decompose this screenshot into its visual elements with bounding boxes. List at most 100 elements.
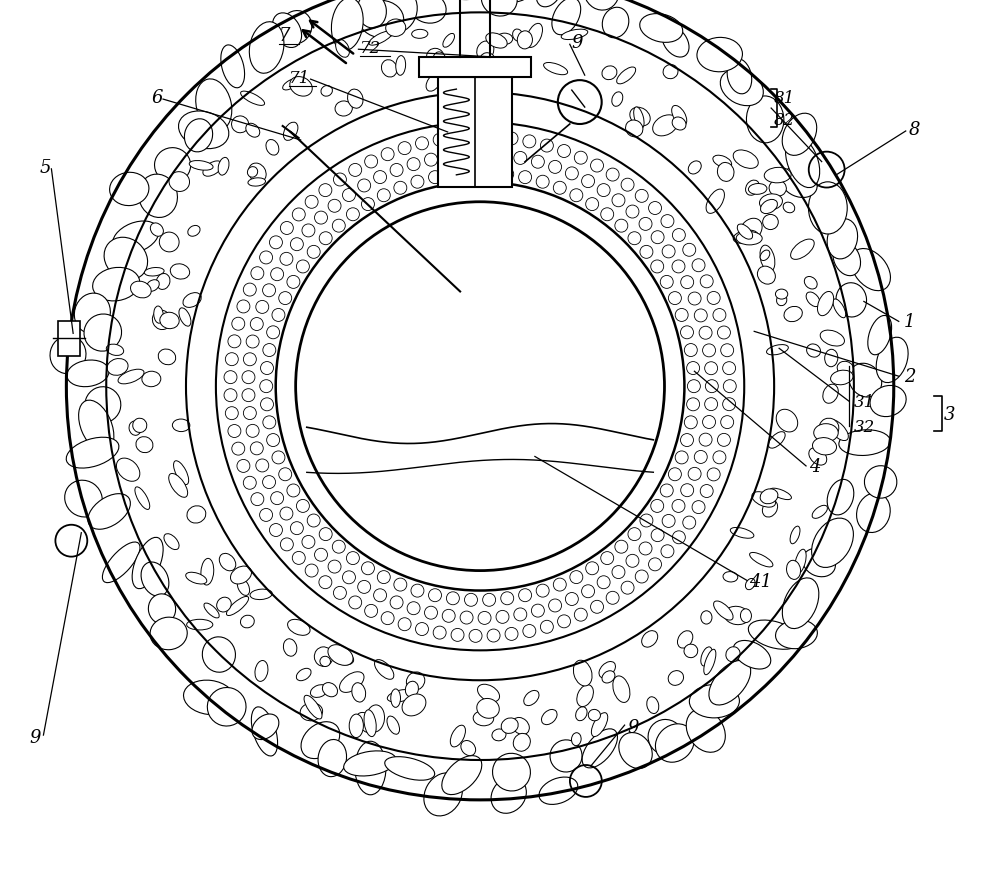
Circle shape [586, 198, 599, 212]
Circle shape [483, 594, 496, 607]
Circle shape [553, 579, 566, 591]
Text: 5: 5 [39, 159, 51, 176]
Ellipse shape [352, 683, 366, 703]
Circle shape [460, 149, 473, 162]
Circle shape [703, 416, 716, 429]
Ellipse shape [752, 492, 775, 508]
Circle shape [681, 276, 694, 290]
Circle shape [250, 442, 263, 455]
Ellipse shape [760, 251, 770, 261]
Ellipse shape [322, 683, 338, 697]
Circle shape [429, 589, 441, 602]
Ellipse shape [314, 647, 333, 666]
Ellipse shape [331, 651, 354, 665]
Circle shape [478, 611, 491, 625]
Ellipse shape [544, 64, 568, 75]
Circle shape [505, 627, 518, 641]
Circle shape [699, 433, 712, 447]
Ellipse shape [183, 293, 201, 308]
Circle shape [381, 612, 394, 625]
Ellipse shape [812, 506, 827, 519]
Ellipse shape [248, 179, 266, 187]
Ellipse shape [760, 245, 775, 272]
Circle shape [681, 326, 693, 339]
Ellipse shape [782, 579, 819, 629]
Circle shape [416, 623, 428, 636]
Ellipse shape [184, 680, 235, 715]
Circle shape [591, 159, 604, 173]
Ellipse shape [493, 753, 530, 791]
Text: 6: 6 [151, 89, 163, 107]
Circle shape [606, 169, 619, 182]
Ellipse shape [154, 307, 163, 323]
Circle shape [333, 587, 346, 600]
Ellipse shape [357, 0, 386, 29]
Circle shape [319, 232, 332, 245]
Ellipse shape [426, 74, 441, 92]
Ellipse shape [396, 57, 406, 76]
Ellipse shape [450, 726, 465, 747]
Ellipse shape [380, 0, 417, 34]
Ellipse shape [304, 696, 322, 719]
Circle shape [398, 618, 411, 631]
Ellipse shape [387, 689, 414, 703]
Ellipse shape [501, 719, 518, 734]
Ellipse shape [782, 114, 817, 156]
Ellipse shape [626, 120, 643, 137]
Text: 81: 81 [774, 89, 795, 106]
Text: 2: 2 [904, 368, 915, 385]
Ellipse shape [868, 316, 892, 355]
Circle shape [237, 300, 250, 314]
Ellipse shape [827, 220, 858, 260]
Ellipse shape [783, 203, 795, 214]
Ellipse shape [746, 181, 759, 196]
Circle shape [287, 276, 300, 289]
Circle shape [549, 161, 562, 175]
Ellipse shape [777, 295, 787, 307]
Ellipse shape [784, 307, 802, 323]
Ellipse shape [634, 108, 644, 129]
Circle shape [242, 389, 255, 402]
Circle shape [319, 576, 332, 589]
Circle shape [263, 344, 276, 357]
Ellipse shape [411, 699, 425, 711]
Ellipse shape [155, 149, 191, 183]
Circle shape [717, 327, 730, 339]
Circle shape [660, 485, 673, 497]
Circle shape [374, 589, 387, 602]
Circle shape [628, 232, 641, 245]
Ellipse shape [250, 589, 272, 600]
Ellipse shape [328, 645, 353, 665]
Bar [58, 322, 80, 356]
Ellipse shape [150, 223, 163, 237]
Ellipse shape [642, 631, 658, 648]
Ellipse shape [189, 161, 213, 171]
Ellipse shape [760, 489, 778, 504]
Circle shape [287, 485, 300, 497]
Circle shape [694, 451, 707, 464]
Ellipse shape [132, 538, 163, 589]
Circle shape [305, 564, 318, 578]
Circle shape [640, 246, 653, 259]
Circle shape [553, 183, 566, 195]
Ellipse shape [318, 740, 347, 777]
Circle shape [574, 609, 587, 621]
Ellipse shape [640, 14, 683, 43]
Text: 3: 3 [944, 406, 955, 424]
Ellipse shape [812, 518, 853, 568]
Ellipse shape [727, 59, 752, 95]
Circle shape [703, 345, 716, 357]
Circle shape [429, 172, 441, 184]
Circle shape [394, 183, 407, 195]
Circle shape [292, 552, 305, 564]
Ellipse shape [113, 222, 159, 254]
Ellipse shape [809, 448, 827, 465]
Circle shape [523, 625, 536, 638]
Text: 31: 31 [854, 393, 875, 410]
Circle shape [699, 327, 712, 340]
Ellipse shape [713, 156, 732, 168]
Ellipse shape [283, 123, 298, 141]
Text: 4: 4 [809, 457, 821, 476]
Circle shape [615, 540, 628, 554]
Ellipse shape [836, 284, 867, 317]
